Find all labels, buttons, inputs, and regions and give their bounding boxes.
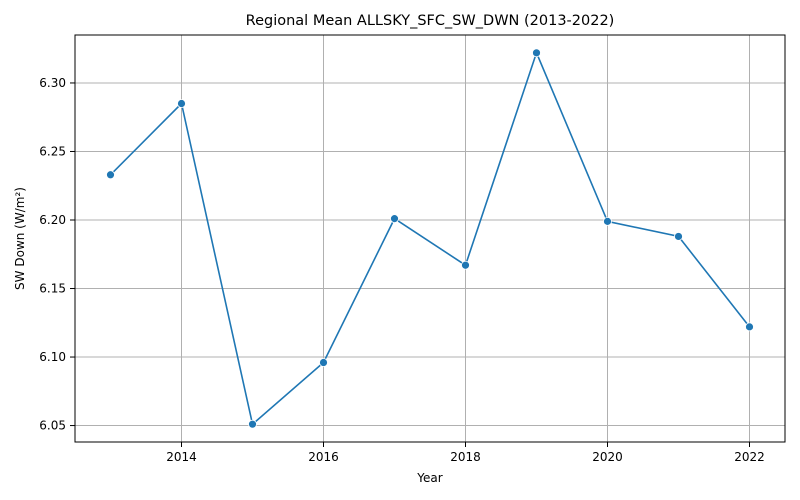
x-tick-label: 2018 bbox=[450, 450, 481, 464]
data-point bbox=[390, 214, 399, 224]
y-tick-label: 6.10 bbox=[39, 350, 66, 364]
y-tick-label: 6.05 bbox=[39, 419, 66, 433]
x-tick-label: 2022 bbox=[734, 450, 765, 464]
x-tick-label: 2016 bbox=[308, 450, 339, 464]
data-point bbox=[532, 48, 541, 58]
plot-area bbox=[74, 34, 786, 443]
series-line bbox=[109, 50, 751, 426]
data-point bbox=[177, 99, 186, 108]
series-points bbox=[106, 48, 754, 429]
y-tick-label: 6.30 bbox=[39, 76, 66, 90]
data-point bbox=[319, 358, 328, 367]
y-axis-label: SW Down (W/m²) bbox=[13, 187, 27, 290]
data-point bbox=[603, 216, 612, 226]
data-point bbox=[461, 260, 470, 270]
x-tick-label: 2020 bbox=[592, 450, 623, 464]
chart-title: Regional Mean ALLSKY_SFC_SW_DWN (2013-20… bbox=[246, 13, 615, 29]
data-point bbox=[674, 232, 683, 241]
y-tick-label: 6.15 bbox=[39, 282, 66, 296]
x-tick-label: 2014 bbox=[166, 450, 197, 464]
y-tick-label: 6.20 bbox=[39, 213, 66, 227]
data-point bbox=[106, 170, 115, 180]
data-point bbox=[745, 322, 754, 332]
x-axis: 2014 2016 2018 2020 2022 bbox=[166, 442, 765, 464]
y-axis: 6.05 6.10 6.15 6.20 6.25 6.30 bbox=[39, 76, 75, 433]
y-tick-label: 6.25 bbox=[39, 144, 66, 158]
grid bbox=[75, 35, 785, 442]
data-point bbox=[248, 419, 257, 429]
x-axis-label: Year bbox=[416, 471, 442, 485]
